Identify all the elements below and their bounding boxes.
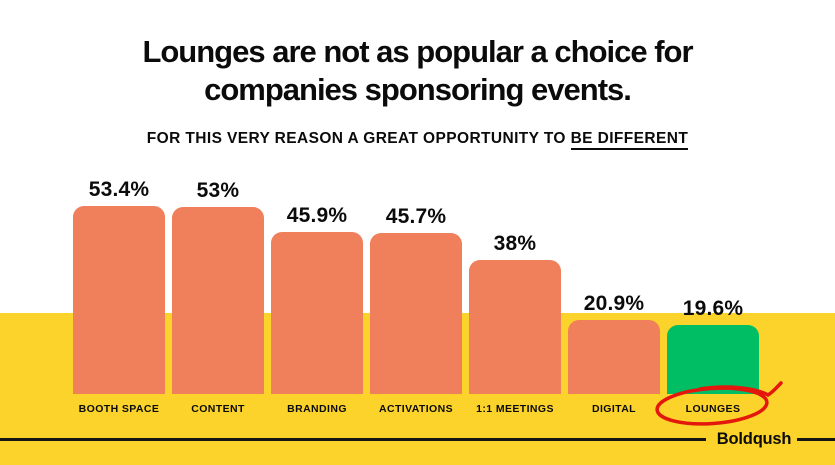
bar-1-1-meetings (469, 260, 561, 394)
bar-value-label-activations: 45.7% (385, 205, 447, 229)
bar-lounges (667, 325, 759, 394)
bar-booth-space (73, 206, 165, 394)
bar-column-1-1-meetings: 38% (469, 232, 561, 394)
bar-column-activations: 45.7% (370, 205, 462, 394)
bars-row: 53.4% 53% 45.9% 45.7% 38% 20.9% 19.6% (73, 178, 759, 394)
bar-category-label-lounges: LOUNGES (685, 403, 741, 415)
labels-row: BOOTH SPACE CONTENT BRANDING ACTIVATIONS 1:1… (73, 403, 759, 415)
bar-value-label-branding: 45.9% (286, 204, 348, 228)
bar-value-label-1-1-meetings: 38% (493, 232, 537, 256)
bar-column-content: 53% (172, 179, 264, 394)
bar-digital (568, 320, 660, 394)
page-title: Lounges are not as popular a choice for … (0, 33, 835, 109)
bar-chart: 53.4% 53% 45.9% 45.7% 38% 20.9% 19.6% BOOTH SP… (73, 178, 759, 415)
brand-text-prefix: Bold (716, 430, 753, 448)
bar-category-label-branding: BRANDING (287, 403, 347, 415)
bar-value-label-lounges: 19.6% (682, 297, 744, 320)
bar-column-branding: 45.9% (271, 204, 363, 394)
page-title-line2: companies sponsoring events. (204, 72, 632, 107)
bar-column-booth-space: 53.4% (73, 178, 165, 394)
bar-branding (271, 232, 363, 394)
brand-text-suffix: ush (762, 430, 792, 448)
bar-category-label-digital: DIGITAL (591, 403, 636, 415)
bar-category-label-1-1-meetings: 1:1 MEETINGS (476, 403, 554, 415)
subtitle-underlined-text: BE DIFFERENT (570, 130, 689, 150)
footer-divider-right (797, 438, 835, 441)
bar-value-label-content: 53% (196, 179, 240, 203)
subtitle-text: FOR THIS VERY REASON A GREAT OPPORTUNITY… (146, 130, 571, 147)
bar-category-label-booth-space: BOOTH SPACE (78, 403, 160, 415)
page-title-line1: Lounges are not as popular a choice for (142, 34, 693, 69)
page-subtitle: FOR THIS VERY REASON A GREAT OPPORTUNITY… (0, 130, 835, 150)
bar-content (172, 207, 264, 394)
bar-value-label-booth-space: 53.4% (88, 178, 150, 201)
bar-category-label-content: CONTENT (191, 403, 245, 415)
bar-value-label-digital: 20.9% (583, 292, 645, 316)
bar-column-lounges: 19.6% (667, 297, 759, 394)
footer-divider-left (0, 438, 706, 441)
bar-column-digital: 20.9% (568, 292, 660, 394)
brand-flipped-letter: p (752, 430, 763, 448)
bar-activations (370, 233, 462, 394)
bar-category-label-activations: ACTIVATIONS (378, 403, 453, 415)
brand-logo: Boldpush (714, 430, 794, 449)
